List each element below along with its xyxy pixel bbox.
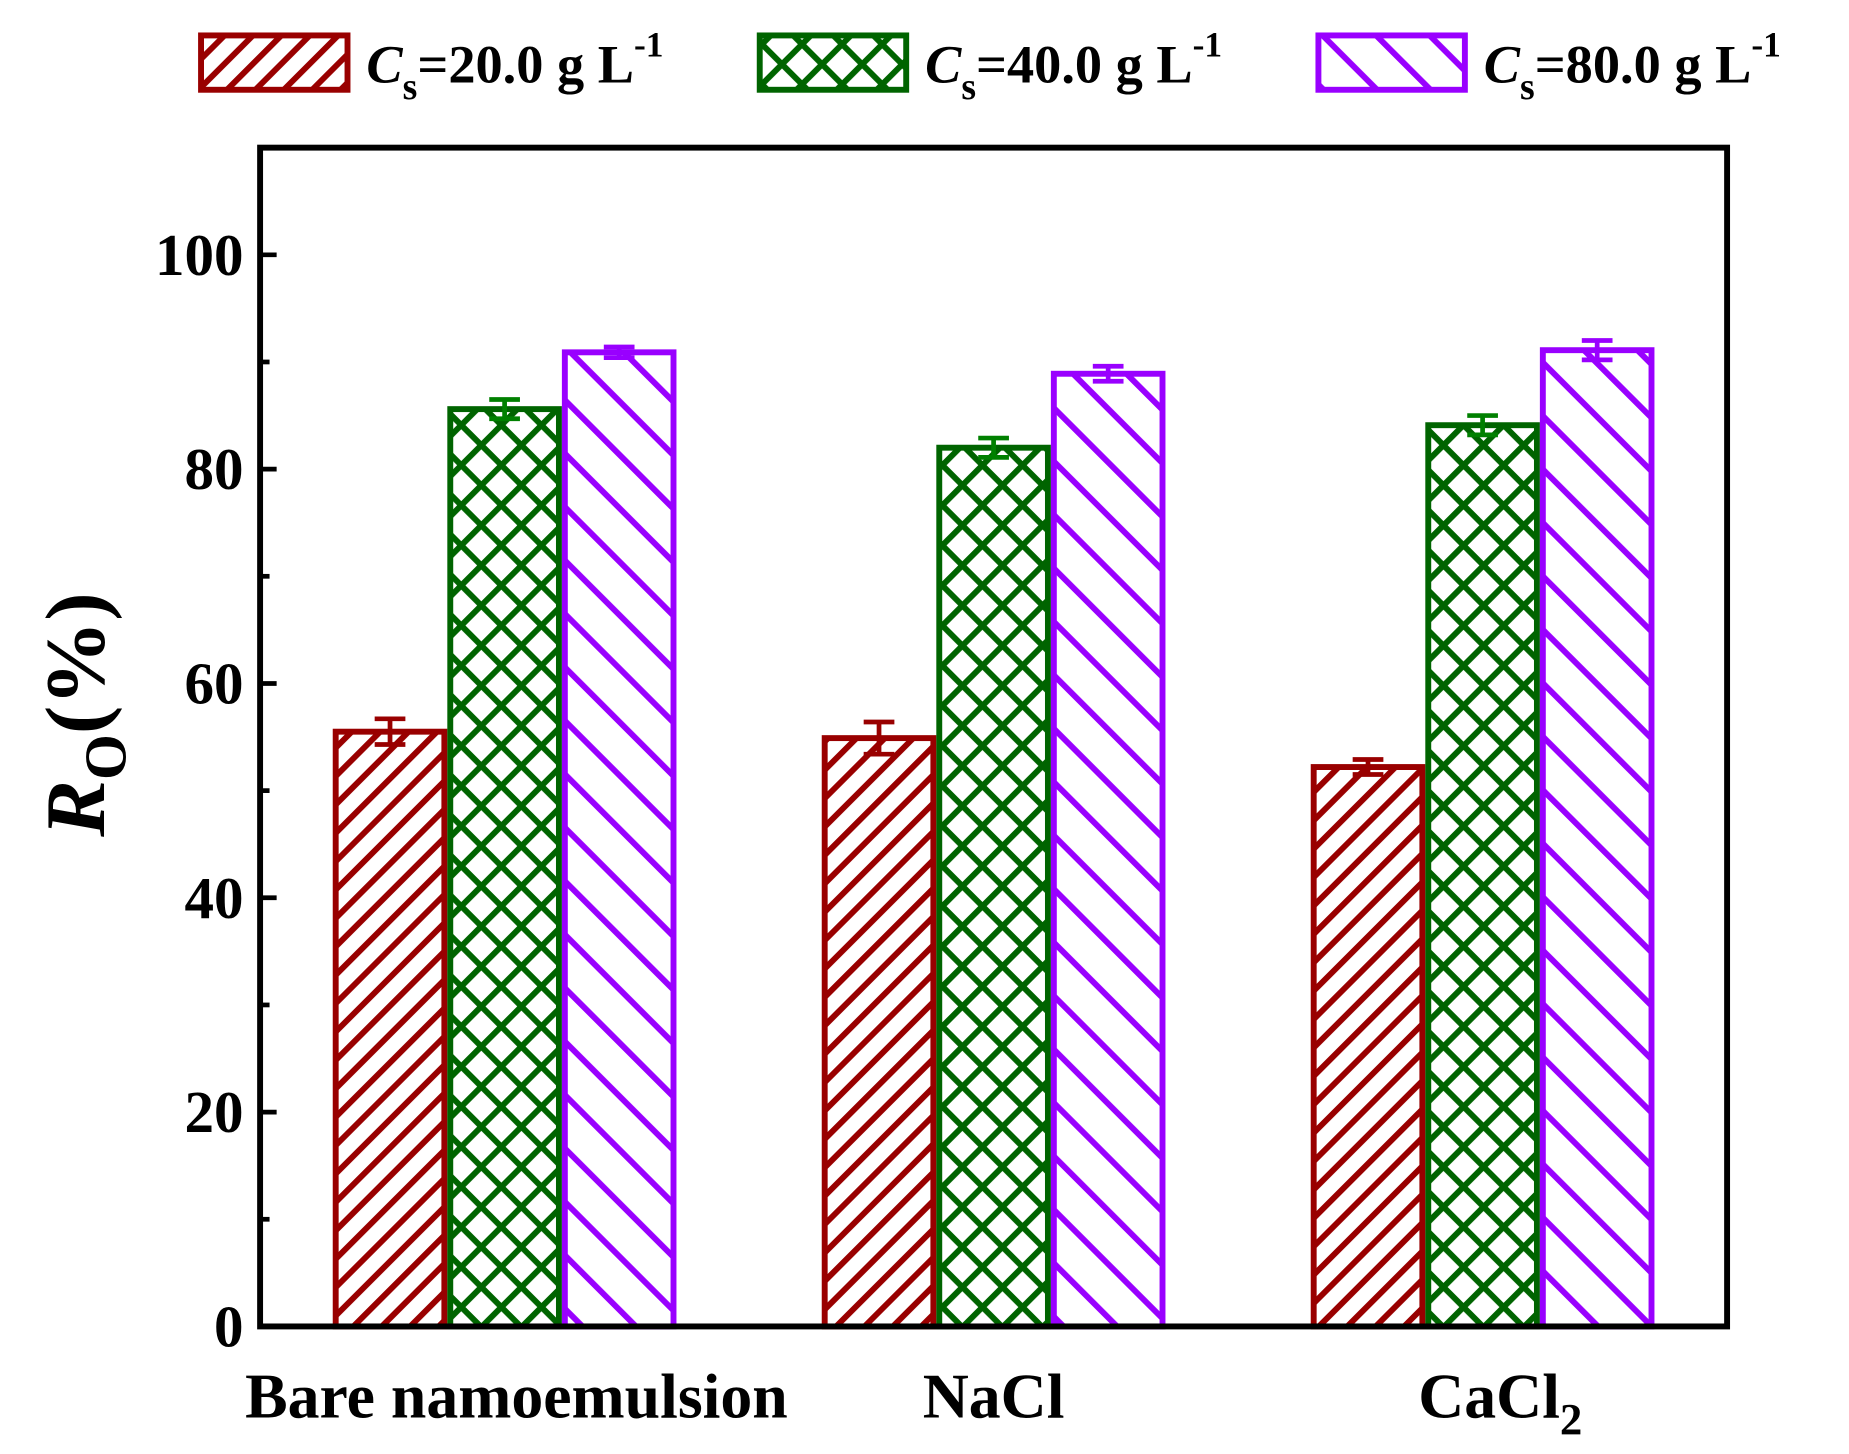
y-tick-label: 100	[155, 222, 244, 288]
x-tick-label-text: NaCl	[923, 1360, 1065, 1431]
legend-c: C	[1484, 35, 1521, 95]
legend-sup: -1	[1193, 25, 1223, 65]
y-axis-label-rest: (%)	[29, 592, 123, 734]
y-axis-label: RO(%)	[29, 592, 138, 837]
bar-series2-1	[936, 444, 1051, 1330]
legend-sub: s	[1520, 66, 1535, 108]
y-tick-label: 60	[185, 651, 244, 717]
legend-text: =40.0 g L	[976, 35, 1193, 95]
error-bar	[1352, 757, 1384, 777]
bar-series1-2	[1310, 764, 1426, 1330]
bar-series2-2	[1425, 422, 1540, 1330]
legend-sub: s	[961, 66, 976, 108]
legend-label-1: Cs=20.0 g L-1	[366, 25, 663, 109]
legend-swatch-3	[1315, 32, 1468, 93]
y-tick-label: 40	[185, 865, 244, 931]
x-tick-label-sub: 2	[1560, 1394, 1582, 1444]
x-tick-label-2: CaCl2	[1418, 1360, 1582, 1444]
legend: Cs=20.0 g L-1 Cs=40.0 g L-1 Cs=80.0 g L-1	[198, 25, 1781, 109]
legend-c: C	[925, 35, 962, 95]
bar-series3-1	[1050, 370, 1166, 1330]
y-axis-label-sub: O	[72, 734, 138, 780]
legend-swatch-1	[198, 32, 351, 93]
x-tick-label-text: CaCl	[1418, 1360, 1560, 1431]
x-tick-label-text: Bare namoemulsion	[245, 1360, 788, 1431]
bar-series1-1	[821, 735, 937, 1330]
legend-sub: s	[403, 66, 418, 108]
error-bar	[1092, 363, 1124, 384]
error-bar	[1467, 413, 1498, 438]
error-bar	[978, 435, 1009, 460]
legend-text: =20.0 g L	[417, 35, 634, 95]
error-bar	[863, 719, 895, 757]
bars	[332, 338, 1655, 1330]
error-bar	[1581, 338, 1613, 363]
error-bar	[603, 344, 635, 361]
legend-label-3: Cs=80.0 g L-1	[1484, 25, 1781, 109]
legend-sup: -1	[1751, 25, 1781, 65]
bar-series3-0	[561, 349, 677, 1330]
bar-series1-0	[332, 728, 448, 1330]
y-tick-label: 80	[185, 436, 244, 502]
bar-series3-2	[1539, 347, 1655, 1330]
x-tick-label-0: Bare namoemulsion	[245, 1360, 788, 1431]
x-tick-label-1: NaCl	[923, 1360, 1065, 1431]
y-tick-label: 20	[185, 1079, 244, 1145]
legend-swatch-2	[756, 32, 910, 93]
bar-series2-0	[447, 406, 562, 1330]
plot-frame	[257, 144, 1731, 1330]
error-bar	[374, 716, 406, 747]
axes: 0 20 40 60 80 100 Bare namoemulsion NaCl CaCl2 RO…	[29, 144, 1731, 1444]
legend-sup: -1	[634, 25, 664, 65]
y-tick-label: 0	[214, 1294, 244, 1360]
legend-text: =80.0 g L	[1535, 35, 1752, 95]
y-axis-label-main: R	[29, 780, 123, 838]
legend-label-2: Cs=40.0 g L-1	[925, 25, 1222, 109]
error-bar	[489, 397, 520, 422]
legend-c: C	[366, 35, 403, 95]
